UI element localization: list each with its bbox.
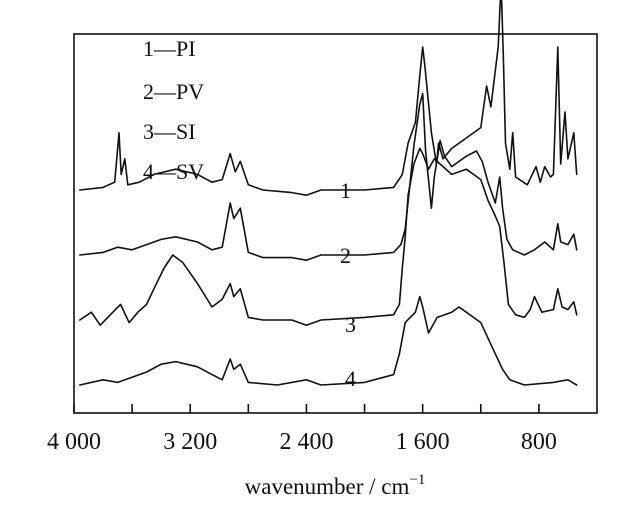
x-axis-title-text: wavenumber / cm: [245, 474, 410, 499]
x-axis-title: wavenumber / cm−1: [245, 472, 426, 499]
curve-label-2: 2: [340, 243, 351, 268]
spectra-group: [79, 0, 578, 386]
spectrum-line-2: [79, 93, 578, 261]
spectrum-line-1: [79, 0, 578, 196]
curve-label-1: 1: [340, 178, 351, 203]
x-tick-label: 2 400: [279, 429, 333, 455]
x-tick-labels: 4 000 3 200 2 400 1 600 800: [47, 429, 557, 455]
legend-entry-3: 3—SI: [143, 119, 196, 144]
legend: 1—PI 2—PV 3—SI 4—SV: [143, 36, 204, 184]
x-tick-label: 800: [521, 429, 557, 455]
x-tick-label: 1 600: [396, 429, 450, 455]
spectrum-line-3: [79, 147, 578, 326]
x-tick-label: 4 000: [47, 429, 101, 455]
curve-label-3: 3: [345, 312, 356, 337]
legend-entry-2: 2—PV: [143, 79, 204, 104]
legend-entry-4: 4—SV: [143, 159, 204, 184]
spectrum-line-4: [79, 295, 578, 386]
curve-label-4: 4: [345, 366, 356, 391]
plot-frame: [73, 33, 598, 414]
x-tick-label: 3 200: [163, 429, 217, 455]
x-axis-title-superscript: −1: [409, 472, 425, 488]
x-ticks: [73, 404, 540, 413]
legend-entry-1: 1—PI: [143, 36, 196, 61]
